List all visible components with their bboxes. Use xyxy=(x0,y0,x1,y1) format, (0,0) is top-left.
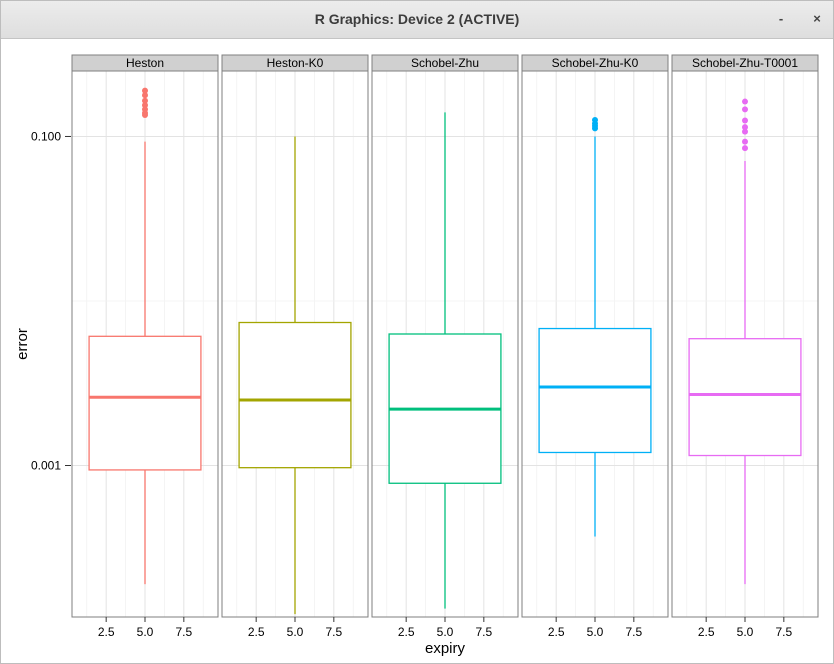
x-tick-label: 5.0 xyxy=(137,625,154,639)
facet-panel: Heston 2.5 5.0 7.5 xyxy=(71,54,219,639)
outlier-point xyxy=(742,117,748,124)
facet-label: Heston xyxy=(126,56,164,70)
y-tick-label: 0.001 xyxy=(31,459,61,473)
x-tick-label: 2.5 xyxy=(248,625,265,639)
x-tick-label: 7.5 xyxy=(475,625,492,639)
box-iqr xyxy=(688,338,802,457)
facet-panel: Heston-K0 2.5 5.0 7.5 xyxy=(221,54,369,639)
outlier-point xyxy=(142,97,148,104)
outlier-point xyxy=(742,124,748,131)
facet-panel: Schobel-Zhu 2.5 5.0 7.5 xyxy=(371,54,519,639)
x-axis-title: expiry xyxy=(425,640,466,657)
x-tick-label: 7.5 xyxy=(325,625,342,639)
x-tick-label: 7.5 xyxy=(175,625,192,639)
y-tick-label: 0.100 xyxy=(31,129,61,143)
window-title: R Graphics: Device 2 (ACTIVE) xyxy=(314,11,520,27)
outlier-point xyxy=(142,102,148,109)
facet-label: Schobel-Zhu-K0 xyxy=(552,56,639,70)
minimize-button[interactable]: - xyxy=(778,11,784,26)
x-tick-label: 2.5 xyxy=(548,625,565,639)
outlier-point xyxy=(142,112,148,119)
facet-label: Schobel-Zhu-T0001 xyxy=(692,56,798,70)
x-tick-label: 7.5 xyxy=(775,625,792,639)
box-iqr xyxy=(88,335,202,471)
boxplot-chart: error 0.100 0.001 Heston 2.5 5.0 7.5 Heston-K0 2… xyxy=(14,54,819,657)
facet-panel: Schobel-Zhu-T0001 2.5 5.0 7.5 xyxy=(671,54,819,639)
title-bar[interactable]: R Graphics: Device 2 (ACTIVE) - × xyxy=(1,1,833,39)
x-tick-label: 5.0 xyxy=(437,625,454,639)
outlier-point xyxy=(742,138,748,145)
x-tick-label: 2.5 xyxy=(398,625,415,639)
facet-label: Heston-K0 xyxy=(267,56,324,70)
x-tick-label: 5.0 xyxy=(737,625,754,639)
x-tick-label: 5.0 xyxy=(587,625,604,639)
y-axis-title: error xyxy=(14,328,31,360)
close-button[interactable]: × xyxy=(813,11,821,26)
x-tick-label: 2.5 xyxy=(698,625,715,639)
outlier-point xyxy=(742,145,748,152)
facet-label: Schobel-Zhu xyxy=(411,56,479,70)
outlier-point xyxy=(142,87,148,94)
outlier-point xyxy=(592,125,598,132)
box-iqr xyxy=(238,321,352,469)
outlier-point xyxy=(742,106,748,113)
outlier-point xyxy=(742,98,748,105)
facet-panel: Schobel-Zhu-K0 2.5 5.0 7.5 xyxy=(521,54,669,639)
x-tick-label: 7.5 xyxy=(625,625,642,639)
x-tick-label: 2.5 xyxy=(98,625,115,639)
outlier-point xyxy=(742,128,748,135)
outlier-point xyxy=(142,92,148,99)
x-tick-label: 5.0 xyxy=(287,625,304,639)
box-iqr xyxy=(538,327,652,454)
